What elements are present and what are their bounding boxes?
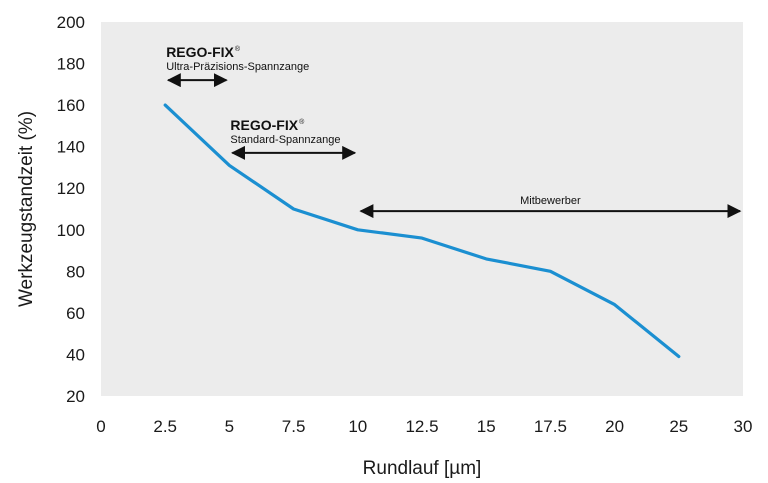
- x-tick-label: 10: [348, 417, 367, 436]
- x-tick-label: 0: [96, 417, 105, 436]
- range-label: Standard-Spannzange: [230, 134, 340, 146]
- x-tick-label: 5: [225, 417, 234, 436]
- y-tick-label: 160: [57, 96, 85, 115]
- x-tick-label: 30: [734, 417, 753, 436]
- y-tick-label: 60: [66, 304, 85, 323]
- x-tick-label: 2.5: [153, 417, 177, 436]
- brand-label: REGO-FIX: [230, 117, 298, 133]
- x-tick-label: 12.5: [405, 417, 438, 436]
- x-tick-label: 20: [605, 417, 624, 436]
- series-line: [163, 103, 681, 359]
- y-tick-label: 180: [57, 55, 85, 74]
- registered-mark: ®: [235, 45, 241, 53]
- plot-area: [101, 22, 743, 396]
- y-tick-label: 200: [57, 13, 85, 32]
- x-axis-title: Rundlauf [µm]: [363, 458, 482, 479]
- range-label: Mitbewerber: [520, 195, 581, 207]
- y-tick-label: 140: [57, 138, 85, 157]
- y-tick-label: 100: [57, 221, 85, 240]
- x-tick-label: 7.5: [282, 417, 306, 436]
- x-tick-label: 15: [477, 417, 496, 436]
- registered-mark: ®: [299, 118, 305, 126]
- y-axis-title: Werkzeugstandzeit (%): [16, 111, 37, 307]
- y-tick-label: 40: [66, 345, 85, 364]
- y-tick-label: 20: [66, 387, 85, 406]
- brand-label: REGO-FIX: [166, 44, 234, 60]
- x-tick-label: 17.5: [534, 417, 567, 436]
- y-tick-label: 80: [66, 262, 85, 281]
- x-tick-label: 25: [669, 417, 688, 436]
- y-tick-label: 120: [57, 179, 85, 198]
- range-label: Ultra-Präzisions-Spannzange: [166, 61, 309, 73]
